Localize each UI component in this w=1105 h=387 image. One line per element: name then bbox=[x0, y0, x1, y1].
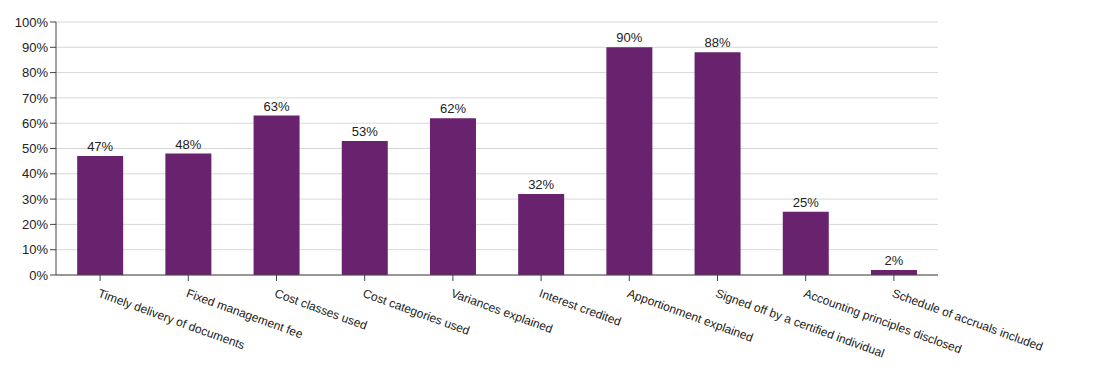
svg-text:30%: 30% bbox=[22, 192, 48, 207]
svg-text:Schedule of accruals included: Schedule of accruals included bbox=[890, 286, 1045, 354]
svg-text:48%: 48% bbox=[175, 137, 201, 152]
svg-text:Cost classes used: Cost classes used bbox=[273, 286, 369, 332]
svg-text:Variances explained: Variances explained bbox=[449, 286, 555, 336]
svg-text:2%: 2% bbox=[885, 253, 904, 268]
svg-text:50%: 50% bbox=[22, 141, 48, 156]
svg-text:47%: 47% bbox=[87, 139, 113, 154]
svg-text:Apportionment explained: Apportionment explained bbox=[625, 286, 756, 345]
svg-text:70%: 70% bbox=[22, 91, 48, 106]
svg-text:20%: 20% bbox=[22, 217, 48, 232]
svg-text:25%: 25% bbox=[793, 195, 819, 210]
svg-text:63%: 63% bbox=[264, 99, 290, 114]
svg-text:Fixed management fee: Fixed management fee bbox=[184, 286, 305, 342]
svg-text:Timely delivery of documents: Timely delivery of documents bbox=[96, 286, 246, 352]
svg-text:Accounting principles disclose: Accounting principles disclosed bbox=[802, 286, 963, 356]
svg-text:88%: 88% bbox=[705, 35, 731, 50]
svg-text:32%: 32% bbox=[528, 177, 554, 192]
svg-text:0%: 0% bbox=[29, 268, 48, 283]
svg-text:Signed off by a certified indi: Signed off by a certified individual bbox=[714, 286, 887, 360]
svg-text:80%: 80% bbox=[22, 65, 48, 80]
svg-text:100%: 100% bbox=[15, 15, 49, 30]
svg-text:53%: 53% bbox=[352, 124, 378, 139]
svg-text:90%: 90% bbox=[616, 30, 642, 45]
svg-text:90%: 90% bbox=[22, 40, 48, 55]
svg-text:10%: 10% bbox=[22, 242, 48, 257]
svg-text:Cost categories used: Cost categories used bbox=[360, 286, 472, 338]
svg-text:60%: 60% bbox=[22, 116, 48, 131]
svg-text:40%: 40% bbox=[22, 166, 48, 181]
svg-text:62%: 62% bbox=[440, 101, 466, 116]
svg-text:Interest credited: Interest credited bbox=[537, 286, 623, 329]
